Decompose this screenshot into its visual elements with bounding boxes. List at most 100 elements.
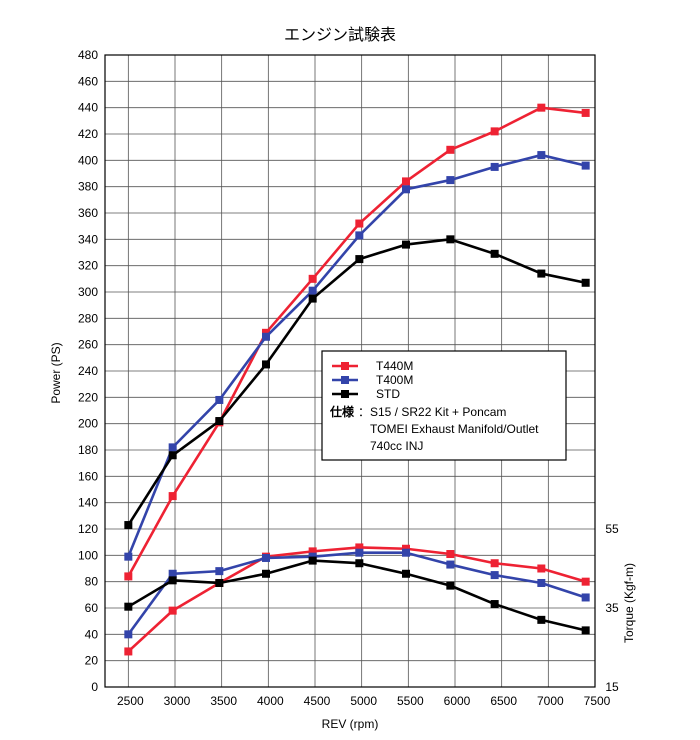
data-point-std-torque (262, 569, 270, 578)
y-axis-label: Power (PS) (49, 342, 63, 403)
data-point-t440m-torque (490, 559, 499, 568)
data-point-t400m-power (262, 332, 270, 341)
x-tick-label: 3500 (210, 694, 237, 708)
legend-entry-label: T440M (376, 359, 413, 373)
y-tick-label: 320 (78, 259, 98, 273)
legend-spec-line: 740cc INJ (370, 439, 423, 453)
data-point-std-power (355, 255, 364, 264)
y-tick-label: 0 (91, 680, 98, 694)
data-point-t400m-torque (446, 560, 455, 569)
data-point-std-power (168, 451, 177, 460)
data-point-t400m-power (446, 176, 455, 185)
legend-spec-line: TOMEI Exhaust Manifold/Outlet (370, 422, 539, 436)
data-point-t440m-power (168, 492, 177, 501)
y2-tick-label: 15 (605, 680, 619, 694)
data-point-std-power (308, 294, 317, 303)
data-point-t400m-power (537, 151, 546, 160)
x-tick-label: 6500 (490, 694, 517, 708)
y-tick-label: 100 (78, 548, 98, 562)
data-point-t440m-power (308, 274, 317, 283)
data-point-t440m-power (402, 177, 410, 186)
y-tick-label: 420 (78, 127, 98, 141)
y-tick-label: 300 (78, 285, 98, 299)
data-point-t400m-power (402, 185, 410, 194)
y-tick-label: 20 (85, 654, 99, 668)
data-point-std-torque (215, 578, 224, 587)
data-point-t400m-power (581, 161, 590, 170)
data-point-t400m-torque (537, 578, 546, 587)
data-point-std-power (402, 240, 410, 249)
y-tick-label: 460 (78, 74, 98, 88)
data-point-t400m-torque (490, 571, 499, 580)
data-point-std-power (446, 235, 455, 244)
y-tick-label: 220 (78, 390, 98, 404)
data-point-t400m-torque (402, 548, 410, 557)
data-point-t440m-torque (168, 606, 177, 615)
data-point-std-torque (124, 602, 133, 611)
y-tick-label: 40 (85, 627, 99, 641)
data-point-t400m-torque (215, 567, 224, 576)
data-point-t400m-torque (262, 553, 270, 562)
legend-swatch-marker (341, 362, 349, 370)
data-point-std-torque (355, 559, 364, 568)
data-point-t400m-power (355, 231, 364, 240)
y-tick-label: 140 (78, 496, 98, 510)
data-point-std-torque (446, 581, 455, 590)
x-tick-label: 4500 (304, 694, 331, 708)
data-point-t440m-torque (355, 543, 364, 552)
y-tick-label: 240 (78, 364, 98, 378)
data-point-t440m-power (446, 145, 455, 154)
x-tick-label: 5000 (350, 694, 377, 708)
y-tick-label: 340 (78, 232, 98, 246)
series-line-t440m-power (127, 106, 586, 578)
legend-swatch-marker (341, 376, 349, 384)
y-tick-label: 380 (78, 180, 98, 194)
data-point-t400m-torque (124, 630, 133, 639)
data-point-t440m-torque (581, 577, 590, 586)
y-tick-label: 160 (78, 469, 98, 483)
y-tick-label: 60 (85, 601, 99, 615)
chart-title: エンジン試験表 (284, 26, 396, 44)
y-tick-label: 440 (78, 101, 98, 115)
data-point-std-torque (308, 556, 317, 565)
data-point-t400m-power (490, 162, 499, 171)
x-tick-label: 3000 (164, 694, 191, 708)
data-point-std-torque (490, 600, 499, 609)
data-point-std-torque (581, 626, 590, 635)
legend-entry-label: STD (376, 387, 400, 401)
y-tick-label: 80 (85, 575, 99, 589)
data-point-t440m-torque (124, 647, 133, 656)
data-point-t400m-power (215, 395, 224, 404)
data-point-t400m-torque (581, 593, 590, 602)
data-point-t400m-torque (168, 569, 177, 578)
x-axis-label: REV (rpm) (322, 717, 379, 731)
x-tick-label: 7500 (584, 694, 611, 708)
y-tick-label: 200 (78, 417, 98, 431)
data-point-t440m-power (581, 108, 590, 117)
data-point-t400m-power (124, 552, 133, 561)
x-tick-label: 2500 (117, 694, 144, 708)
plot-frame (104, 54, 596, 688)
data-point-t400m-power (168, 443, 177, 452)
data-point-t440m-torque (537, 564, 546, 573)
data-point-t440m-power (124, 572, 133, 581)
legend-swatch-marker (341, 390, 349, 398)
data-point-t440m-torque (446, 550, 455, 559)
y-tick-label: 260 (78, 338, 98, 352)
y-tick-label: 120 (78, 522, 98, 536)
y2-axis-label: Torque (Kgf-m) (622, 563, 636, 643)
data-point-t440m-power (537, 103, 546, 112)
data-point-std-torque (402, 569, 410, 578)
legend-entry-label: T400M (376, 373, 413, 387)
y2-tick-label: 55 (605, 522, 619, 536)
y-tick-label: 400 (78, 153, 98, 167)
y-tick-label: 480 (78, 48, 98, 62)
x-tick-label: 4000 (257, 694, 284, 708)
x-tick-label: 5500 (397, 694, 424, 708)
y2-tick-label: 35 (605, 601, 619, 615)
data-point-t400m-power (308, 286, 317, 295)
data-point-t440m-torque (308, 547, 317, 556)
legend-box (321, 350, 567, 461)
legend-spec-label: 仕様 (329, 404, 355, 419)
